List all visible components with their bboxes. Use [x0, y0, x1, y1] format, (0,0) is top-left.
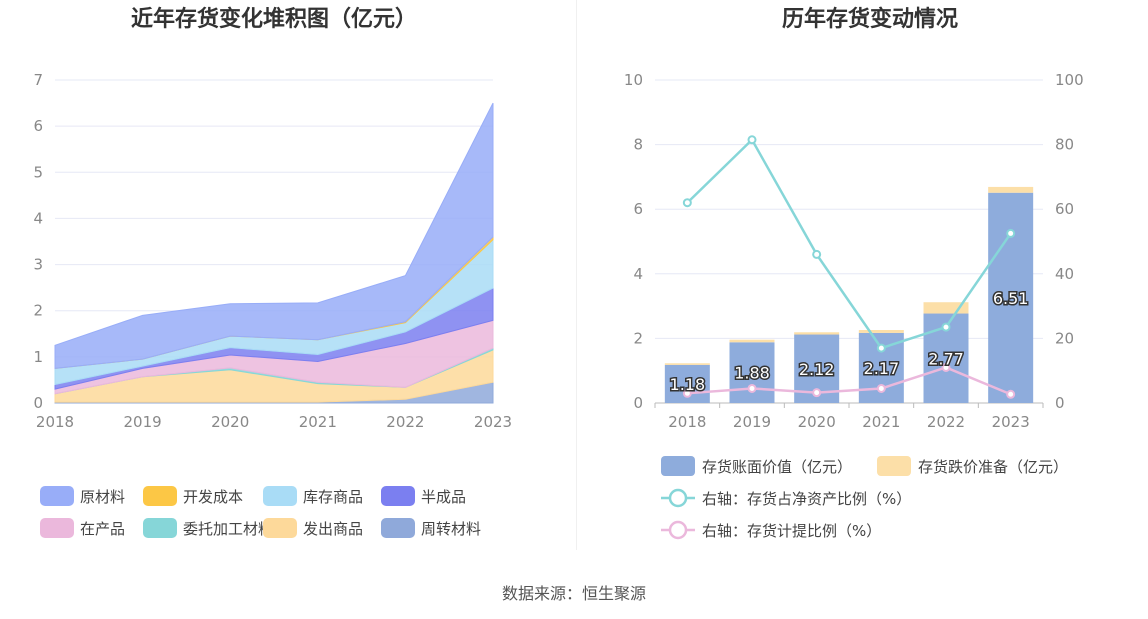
y-tick-label: 8	[633, 136, 643, 154]
legend-marker	[668, 520, 688, 540]
line-point	[682, 388, 692, 398]
y2-tick-label: 0	[1055, 394, 1065, 412]
legend-marker	[668, 488, 688, 508]
x-tick-label: 2022	[386, 413, 424, 431]
y-tick-label: 6	[633, 200, 643, 218]
line-point	[682, 198, 692, 208]
x-tick-label: 2018	[668, 413, 706, 431]
legend-label: 右轴：存货占净资产比例（%）	[702, 490, 911, 508]
legend-label: 开发成本	[183, 488, 243, 506]
bar-2022	[923, 302, 969, 314]
legend-label: 库存商品	[303, 488, 363, 506]
y2-tick-label: 20	[1055, 329, 1074, 347]
bar-value-label: 2.77	[928, 349, 964, 368]
x-tick-label: 2019	[124, 413, 162, 431]
line-point	[876, 343, 886, 353]
left-chart-title: 近年存货变化堆积图（亿元）	[131, 6, 417, 32]
legend-swatch	[263, 518, 297, 538]
stacked-area-chart: 0 1 2 3 4 5 6 7 2018 2019 2020 2021 2022 2023	[33, 71, 512, 431]
bar-2019	[729, 339, 775, 343]
y-tick-label: 6	[33, 117, 43, 135]
x-tick-label: 2020	[211, 413, 249, 431]
legend-label: 半成品	[421, 488, 466, 506]
line-point	[1006, 389, 1016, 399]
legend-swatch	[143, 518, 177, 538]
y2-tick-label: 80	[1055, 136, 1074, 154]
legend-label: 存货账面价值（亿元）	[702, 458, 852, 476]
right-legend[interactable]: 存货账面价值（亿元） 存货跌价准备（亿元） 右轴：存货占净资产比例（%） 右轴：存货计…	[661, 456, 1068, 540]
legend-swatch	[143, 486, 177, 506]
legend-label: 原材料	[80, 488, 125, 506]
x-tick-label: 2021	[299, 413, 337, 431]
legend-swatch	[263, 486, 297, 506]
y2-tick-label: 100	[1055, 71, 1084, 89]
y-tick-label: 2	[633, 329, 643, 347]
x-tick-label: 2023	[992, 413, 1030, 431]
bar-value-label: 1.88	[734, 364, 770, 383]
bar-2018	[664, 363, 710, 365]
legend-label: 委托加工材料	[183, 520, 273, 538]
bar-value-label: 2.17	[864, 359, 900, 378]
bar-value-label: 1.18	[670, 375, 706, 394]
line-point	[941, 362, 951, 372]
x-tick-label: 2022	[927, 413, 965, 431]
y-tick-label: 0	[633, 394, 643, 412]
x-tick-label: 2018	[36, 413, 74, 431]
legend-swatch	[877, 456, 911, 476]
line-point	[747, 135, 757, 145]
y-tick-label: 5	[33, 163, 43, 181]
legend-label: 存货跌价准备（亿元）	[918, 458, 1068, 476]
panel-divider	[576, 0, 577, 550]
line-point	[747, 383, 757, 393]
line-point	[1006, 228, 1016, 238]
y-tick-label: 3	[33, 256, 43, 274]
legend-label: 右轴：存货计提比例（%）	[702, 522, 881, 540]
y-tick-label: 1	[33, 348, 43, 366]
x-tick-label: 2019	[733, 413, 771, 431]
legend-label: 在产品	[80, 520, 125, 538]
line-point	[812, 249, 822, 259]
y-tick-label: 7	[33, 71, 43, 89]
x-tick-label: 2021	[862, 413, 900, 431]
y-tick-label: 0	[33, 394, 43, 412]
legend-swatch	[40, 518, 74, 538]
y2-tick-label: 40	[1055, 265, 1074, 283]
bar-2023	[988, 186, 1034, 193]
legend-swatch	[40, 486, 74, 506]
data-source: 数据来源：恒生聚源	[501, 584, 646, 603]
area-series-原材料	[54, 102, 494, 369]
legend-swatch	[381, 486, 415, 506]
y2-tick-label: 60	[1055, 200, 1074, 218]
legend-label: 周转材料	[421, 520, 481, 538]
line-point	[941, 322, 951, 332]
line-point	[812, 388, 822, 398]
line-series	[686, 137, 1012, 350]
x-tick-label: 2023	[474, 413, 512, 431]
line-point	[876, 383, 886, 393]
bar-value-label: 6.51	[993, 289, 1029, 308]
bar-value-label: 2.12	[799, 360, 835, 379]
line-series	[687, 366, 1012, 396]
bar-2020	[794, 332, 840, 335]
legend-label: 发出商品	[303, 520, 363, 538]
y-tick-label: 4	[33, 209, 43, 227]
y-tick-label: 2	[33, 302, 43, 320]
legend-swatch	[661, 456, 695, 476]
y-tick-label: 10	[624, 71, 643, 89]
y-tick-label: 4	[633, 265, 643, 283]
bar-2021	[858, 330, 904, 333]
legend-swatch	[381, 518, 415, 538]
bar-2023	[988, 192, 1034, 403]
x-tick-label: 2020	[798, 413, 836, 431]
right-chart-title: 历年存货变动情况	[782, 6, 958, 32]
